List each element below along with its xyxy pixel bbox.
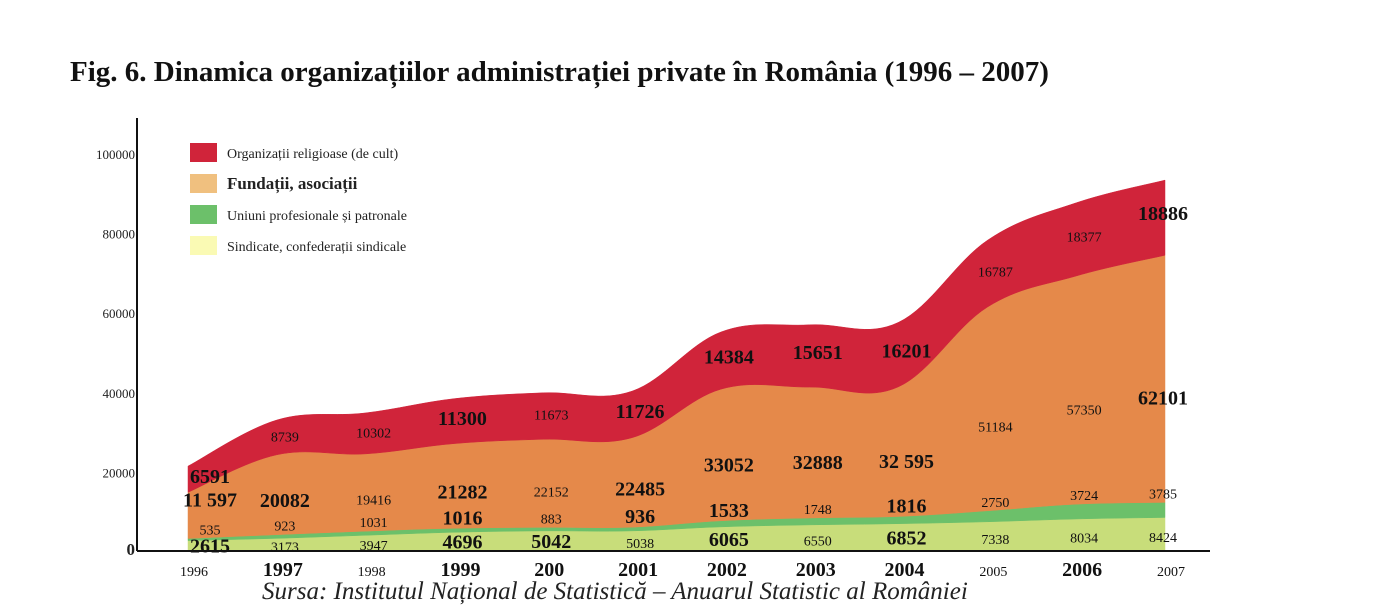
- data-label: 16201: [882, 340, 932, 362]
- y-tick-label: 20000: [103, 465, 136, 480]
- data-label: 8424: [1149, 531, 1177, 546]
- data-label: 5042: [531, 531, 571, 553]
- x-tick-label: 2006: [1062, 559, 1102, 581]
- data-label: 1031: [360, 516, 388, 531]
- x-tick-label: 1997: [263, 559, 303, 581]
- x-tick-label: 2004: [885, 559, 925, 581]
- area-layers: [187, 179, 1166, 552]
- data-label: 22152: [534, 485, 569, 500]
- data-label: 6065: [709, 529, 749, 551]
- legend-label: Sindicate, confederații sindicale: [227, 240, 406, 255]
- data-label: 21282: [437, 482, 487, 504]
- data-label: 11726: [616, 401, 665, 423]
- y-tick-label: 0: [127, 540, 136, 559]
- data-label: 1816: [887, 496, 927, 518]
- data-label: 883: [541, 512, 562, 527]
- data-label: 62101: [1138, 388, 1188, 410]
- data-label: 20082: [260, 490, 310, 512]
- data-label: 15651: [793, 342, 843, 364]
- x-tick-label: 2002: [707, 559, 747, 581]
- x-tick-label: 200: [534, 559, 564, 581]
- x-tick-labels: 1996 1997 1998 1999 200 2001 2002 2003 2004 2005 2…: [180, 559, 1185, 581]
- data-label: 7338: [981, 533, 1009, 548]
- data-label: 8034: [1070, 532, 1098, 547]
- data-label: 57350: [1067, 403, 1102, 418]
- x-tick-label: 1998: [358, 565, 386, 580]
- data-label: 14384: [704, 347, 754, 369]
- data-label: 923: [274, 520, 295, 535]
- legend-swatch: [190, 236, 217, 255]
- data-label: 6852: [887, 528, 927, 550]
- data-labels: 2615 3173 3947 4696 5042 5038 6065 6550 6852 7338…: [183, 203, 1188, 557]
- data-label: 2750: [981, 496, 1009, 511]
- data-label: 5038: [626, 537, 654, 552]
- data-label: 936: [625, 506, 655, 528]
- data-label: 18377: [1067, 231, 1102, 246]
- x-tick-label: 2003: [796, 559, 836, 581]
- legend-swatch: [190, 174, 217, 193]
- x-tick-label: 2007: [1157, 565, 1185, 580]
- data-label: 18886: [1138, 203, 1188, 225]
- data-label: 10302: [356, 426, 391, 441]
- legend-swatch: [190, 143, 217, 162]
- data-label: 33052: [704, 455, 754, 477]
- data-label: 6550: [804, 534, 832, 549]
- chart-axes: [136, 118, 1210, 552]
- area-series-3: [187, 179, 1166, 493]
- data-label: 3173: [271, 540, 299, 555]
- data-label: 1533: [709, 500, 749, 522]
- y-tick-label: 100000: [96, 147, 135, 162]
- data-label: 32 595: [879, 451, 934, 473]
- data-label: 4696: [442, 532, 482, 554]
- x-tick-label: 1999: [440, 559, 480, 581]
- x-tick-label: 2005: [979, 565, 1007, 580]
- y-tick-label: 80000: [103, 227, 136, 242]
- data-label: 1016: [442, 507, 482, 529]
- x-tick-label: 2001: [618, 559, 658, 581]
- data-label: 8739: [271, 431, 299, 446]
- legend-label: Organizații religioase (de cult): [227, 147, 399, 162]
- y-tick-labels: 0 20000 40000 60000 80000 100000: [96, 147, 135, 559]
- data-label: 11300: [438, 408, 487, 430]
- legend: Organizații religioase (de cult) Fundații…: [190, 143, 407, 255]
- data-label: 3785: [1149, 487, 1177, 502]
- legend-swatch: [190, 205, 217, 224]
- data-label: 2615: [190, 535, 230, 557]
- data-label: 11673: [534, 409, 568, 424]
- data-label: 11 597: [183, 490, 237, 512]
- data-label: 3724: [1070, 489, 1098, 504]
- data-label: 16787: [978, 265, 1013, 280]
- figure-title: Fig. 6. Dinamica organizațiilor administ…: [70, 56, 1049, 88]
- y-tick-label: 40000: [103, 386, 136, 401]
- data-label: 3947: [360, 539, 388, 554]
- data-label: 6591: [190, 466, 230, 488]
- data-label: 32888: [793, 452, 843, 474]
- data-label: 1748: [804, 503, 832, 518]
- data-label: 22485: [615, 479, 665, 501]
- legend-label: Fundații, asociații: [227, 174, 358, 194]
- source-note: Sursa: Institutul Național de Statistică…: [262, 578, 968, 605]
- data-label: 535: [200, 523, 221, 538]
- data-label: 51184: [978, 420, 1012, 435]
- data-label: 19416: [356, 494, 391, 509]
- y-tick-label: 60000: [103, 306, 136, 321]
- legend-label: Uniuni profesionale și patronale: [227, 209, 407, 224]
- x-tick-label: 1996: [180, 565, 208, 580]
